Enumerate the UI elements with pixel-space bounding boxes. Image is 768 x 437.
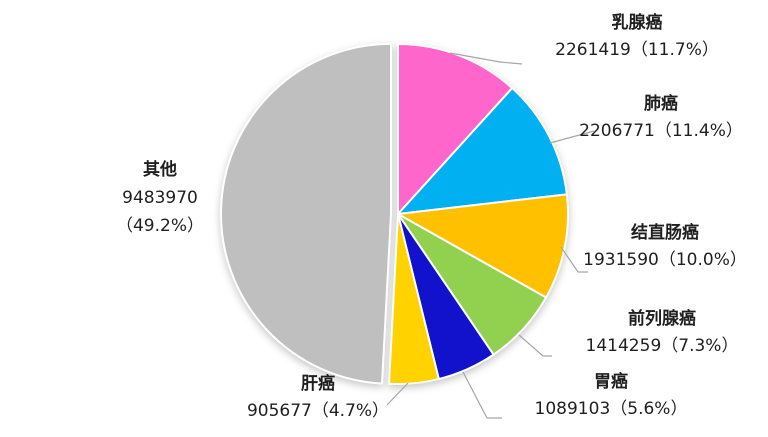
label-colorectal-cancer-value: 1931590（10.0%） <box>583 250 747 270</box>
label-stomach-cancer-name: 胃癌 <box>594 372 628 392</box>
leader-line-stomach-cancer <box>462 371 502 419</box>
pie-slice-6 <box>388 213 440 385</box>
label-liver-cancer: 肝癌 905677（4.7%） <box>247 371 389 425</box>
label-lung-cancer-name: 肺癌 <box>644 94 678 114</box>
pie-slices <box>220 42 569 385</box>
leader-line-colorectal-cancer <box>560 246 588 273</box>
label-prostate-cancer-value: 1414259（7.3%） <box>585 336 739 356</box>
label-other-name: 其他 <box>142 160 177 180</box>
label-lung-cancer-value: 2206771（11.4%） <box>579 121 743 141</box>
leader-line-breast-cancer <box>449 52 523 65</box>
label-colorectal-cancer-name: 结直肠癌 <box>631 223 699 243</box>
label-other: 其他 9483970 （49.2%） <box>116 156 204 240</box>
leader-line-prostate-cancer <box>518 334 552 357</box>
leader-lines <box>386 52 595 419</box>
label-liver-cancer-value: 905677（4.7%） <box>246 401 390 421</box>
label-stomach-cancer-value: 1089103（5.6%） <box>534 399 688 419</box>
pie-slice-3 <box>397 193 569 299</box>
leader-line-lung-cancer <box>549 130 595 144</box>
label-other-pct: （49.2%） <box>115 216 205 236</box>
label-breast-cancer: 乳腺癌 2261419（11.7%） <box>555 10 719 64</box>
label-breast-cancer-name: 乳腺癌 <box>611 13 663 33</box>
label-stomach-cancer: 胃癌 1089103（5.6%） <box>535 369 688 423</box>
leader-line-liver-cancer <box>386 382 409 406</box>
label-liver-cancer-name: 肝癌 <box>301 374 335 394</box>
pie-slice-1 <box>397 43 514 215</box>
label-colorectal-cancer: 结直肠癌 1931590（10.0%） <box>583 220 747 274</box>
pie-slice-2 <box>397 87 568 215</box>
label-lung-cancer: 肺癌 2206771（11.4%） <box>579 91 743 145</box>
pie-slice-7 <box>220 42 393 385</box>
label-prostate-cancer-name: 前列腺癌 <box>628 309 696 329</box>
label-prostate-cancer: 前列腺癌 1414259（7.3%） <box>586 306 739 360</box>
label-other-value: 9483970 <box>122 188 198 208</box>
label-breast-cancer-value: 2261419（11.7%） <box>555 40 719 60</box>
